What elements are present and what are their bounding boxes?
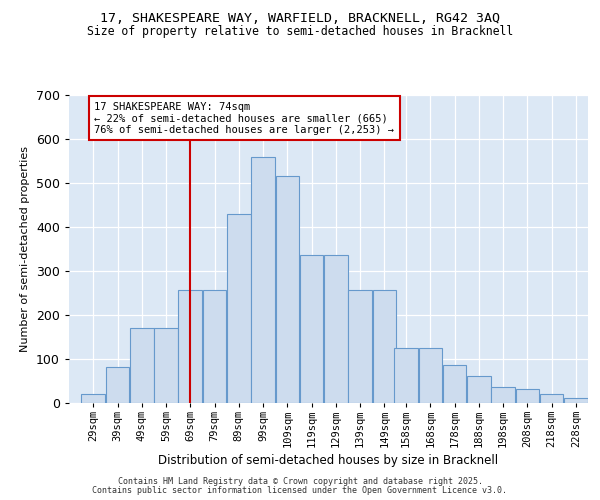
Bar — [178, 290, 202, 403]
Bar — [203, 290, 226, 403]
X-axis label: Distribution of semi-detached houses by size in Bracknell: Distribution of semi-detached houses by … — [158, 454, 499, 467]
Bar — [106, 368, 129, 402]
Bar — [348, 290, 372, 403]
Bar — [373, 290, 396, 403]
Bar — [154, 328, 178, 402]
Bar — [324, 256, 347, 402]
Bar — [540, 394, 563, 402]
Y-axis label: Number of semi-detached properties: Number of semi-detached properties — [20, 146, 31, 352]
Bar — [227, 214, 251, 402]
Text: Size of property relative to semi-detached houses in Bracknell: Size of property relative to semi-detach… — [87, 25, 513, 38]
Bar — [491, 387, 515, 402]
Text: 17, SHAKESPEARE WAY, WARFIELD, BRACKNELL, RG42 3AQ: 17, SHAKESPEARE WAY, WARFIELD, BRACKNELL… — [100, 12, 500, 26]
Bar — [275, 176, 299, 402]
Bar — [130, 328, 154, 402]
Bar — [515, 390, 539, 402]
Bar — [300, 256, 323, 402]
Bar — [394, 348, 418, 403]
Bar — [419, 348, 442, 403]
Bar — [564, 398, 587, 402]
Text: Contains HM Land Registry data © Crown copyright and database right 2025.: Contains HM Land Registry data © Crown c… — [118, 477, 482, 486]
Bar — [467, 376, 491, 402]
Text: Contains public sector information licensed under the Open Government Licence v3: Contains public sector information licen… — [92, 486, 508, 495]
Bar — [251, 156, 275, 402]
Bar — [443, 365, 466, 403]
Bar — [82, 394, 105, 402]
Text: 17 SHAKESPEARE WAY: 74sqm
← 22% of semi-detached houses are smaller (665)
76% of: 17 SHAKESPEARE WAY: 74sqm ← 22% of semi-… — [94, 102, 394, 135]
